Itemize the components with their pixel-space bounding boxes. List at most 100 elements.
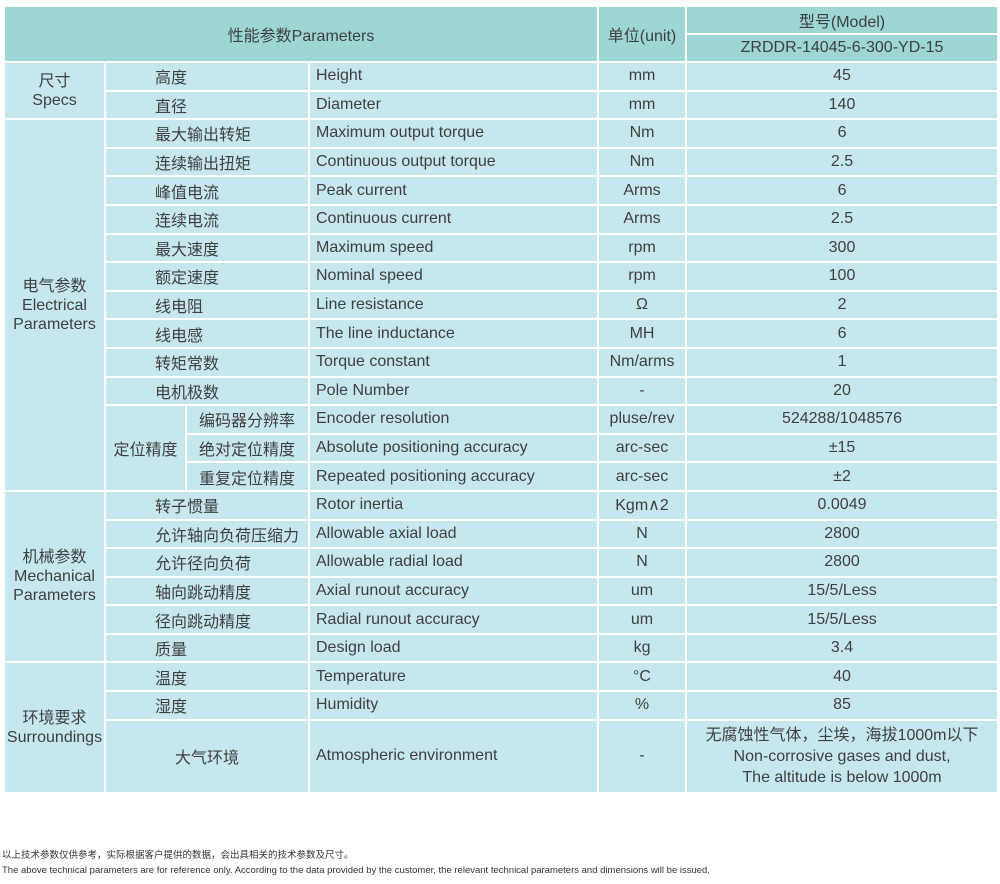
note-en: The above technical parameters are for r… <box>2 864 710 876</box>
param-cn: 转矩常数 <box>104 346 310 378</box>
param-cn: 允许径向负荷 <box>104 547 310 578</box>
param-unit: arc-sec <box>597 432 688 464</box>
param-en: Continuous current <box>307 203 600 235</box>
table-row: 大气环境 Atmospheric environment - 无腐蚀性气体，尘埃，海拔… <box>4 718 1000 794</box>
table-row: 湿度 Humidity% 85 <box>4 690 1000 721</box>
param-en: Torque constant <box>307 346 600 378</box>
param-en: Design load <box>307 632 600 664</box>
table-row: 重复定位精度 Repeated positioning accuracy arc-s… <box>4 461 1000 492</box>
param-unit: rpm <box>597 232 688 264</box>
param-cn: 最大输出转矩 <box>104 118 310 149</box>
param-value: 40 <box>685 661 1000 693</box>
header-unit: 单位(unit) <box>597 5 688 63</box>
param-unit: - <box>597 375 688 407</box>
param-en: Height <box>307 61 600 92</box>
param-cn: 电机极数 <box>104 375 310 407</box>
table-row: 转矩常数 Torque constant Nm/arms 1 <box>4 346 1000 378</box>
param-cn: 轴向跳动精度 <box>104 575 310 607</box>
table-row: 允许轴向负荷压缩力 Allowable axial load N 2800 <box>4 518 1000 550</box>
group-label: Parameters <box>13 315 96 333</box>
table-row: 绝对定位精度 Absolute positioning accuracy arc-s… <box>4 432 1000 464</box>
table-row: 电机极数 Pole Number -20 <box>4 375 1000 407</box>
group-electrical: 电气参数 Electrical Parameters <box>3 118 106 492</box>
table-row: 线电感 The line inductance MH 6 <box>4 318 1000 349</box>
param-value: 85 <box>685 690 1000 721</box>
param-unit: um <box>597 604 688 635</box>
param-en: Allowable axial load <box>307 518 600 550</box>
param-en: Line resistance <box>307 289 600 321</box>
param-value: 6 <box>685 318 1000 349</box>
table-row: 质量 Design load kg 3.4 <box>4 632 1000 664</box>
param-cn: 线电阻 <box>104 289 310 321</box>
table-row: 峰值电流 Peak current Arms 6 <box>4 175 1000 206</box>
header-parameters: 性能参数Parameters <box>2 5 600 63</box>
param-value: ±2 <box>685 461 1000 492</box>
param-cn: 额定速度 <box>104 261 310 292</box>
note-cn: 以上技术参数仅供参考，实际根据客户提供的数据，会出具相关的技术参数及尺寸。 <box>2 850 354 861</box>
param-value: 100 <box>685 261 1000 292</box>
header-row: 性能参数Parameters 单位(unit) 型号(Model) <box>2 5 1000 63</box>
param-unit: N <box>597 547 688 578</box>
param-unit: mm <box>597 61 688 92</box>
param-en: Radial runout accuracy <box>307 604 600 635</box>
param-unit: - <box>597 718 688 794</box>
param-cn: 大气环境 <box>104 718 310 794</box>
param-en: The line inductance <box>307 318 600 349</box>
param-unit: % <box>597 690 688 721</box>
param-unit: um <box>597 575 688 607</box>
param-unit: Nm/arms <box>597 346 688 378</box>
group-label: 机械参数 <box>22 549 87 567</box>
param-value: 2800 <box>685 518 1000 550</box>
table-row: 电气参数 Electrical Parameters 最大输出转矩 Maximum ou… <box>3 118 1000 492</box>
table-row: 额定速度 Nominal speed rpm 100 <box>4 261 1000 292</box>
param-value: 6 <box>685 118 1000 149</box>
param-value: 1 <box>685 346 1000 378</box>
param-value: 20 <box>685 375 1000 407</box>
param-en: Peak current <box>307 175 600 206</box>
param-en: Atmospheric environment <box>307 718 600 794</box>
param-unit: arc-sec <box>597 461 688 492</box>
param-en: Rotor inertia <box>307 489 600 521</box>
param-unit: Arms <box>597 175 688 206</box>
param-cn: 编码器分辨率 <box>185 404 310 435</box>
table-row: 环境要求 Surroundings 温度 Temperature °C 40 <box>3 661 1000 794</box>
param-value: ±15 <box>685 432 1000 464</box>
header-model: ZRDDR-14045-6-300-YD-15 <box>685 33 1000 63</box>
spec-table: 性能参数Parameters 单位(unit) 型号(Model) ZRDDR-… <box>2 5 1000 794</box>
param-value: 6 <box>685 175 1000 206</box>
param-en: Pole Number <box>307 375 600 407</box>
param-value: 2 <box>685 289 1000 321</box>
param-en: Temperature <box>307 661 600 693</box>
param-en: Humidity <box>307 690 600 721</box>
param-unit: kg <box>597 632 688 664</box>
param-en: Repeated positioning accuracy <box>307 461 600 492</box>
param-value: 2.5 <box>685 203 1000 235</box>
param-cn: 连续输出扭矩 <box>104 146 310 178</box>
group-label: 环境要求 <box>22 709 87 727</box>
param-unit: Kgm∧2 <box>597 489 688 521</box>
param-value: 15/5/Less <box>685 604 1000 635</box>
group-label: Mechanical <box>14 568 95 586</box>
param-unit: rpm <box>597 261 688 292</box>
param-value: 2.5 <box>685 146 1000 178</box>
group-positioning: 定位精度 <box>104 404 187 492</box>
table-row: 机械参数 Mechanical Parameters 转子惯量 Rotor inerti… <box>3 489 1000 664</box>
param-value: 524288/1048576 <box>685 404 1000 435</box>
header-model-label: 型号(Model) <box>685 5 1000 35</box>
param-en: Continuous output torque <box>307 146 600 178</box>
param-cn: 绝对定位精度 <box>185 432 310 464</box>
param-en: Diameter <box>307 89 600 121</box>
footnotes: 以上技术参数仅供参考，实际根据客户提供的数据，会出具相关的技术参数及尺寸。 Th… <box>2 849 710 878</box>
param-cn: 连续电流 <box>104 203 310 235</box>
param-unit: Arms <box>597 203 688 235</box>
param-unit: °C <box>597 661 688 693</box>
param-value: 45 <box>685 61 1000 92</box>
group-label: Specs <box>32 91 77 109</box>
group-mechanical: 机械参数 Mechanical Parameters <box>3 489 106 664</box>
value-line: Non-corrosive gases and dust, <box>733 747 951 765</box>
param-unit: mm <box>597 89 688 121</box>
group-label: 电气参数 <box>22 277 87 295</box>
param-cn: 最大速度 <box>104 232 310 264</box>
group-label: Surroundings <box>6 728 103 746</box>
param-value: 15/5/Less <box>685 575 1000 607</box>
